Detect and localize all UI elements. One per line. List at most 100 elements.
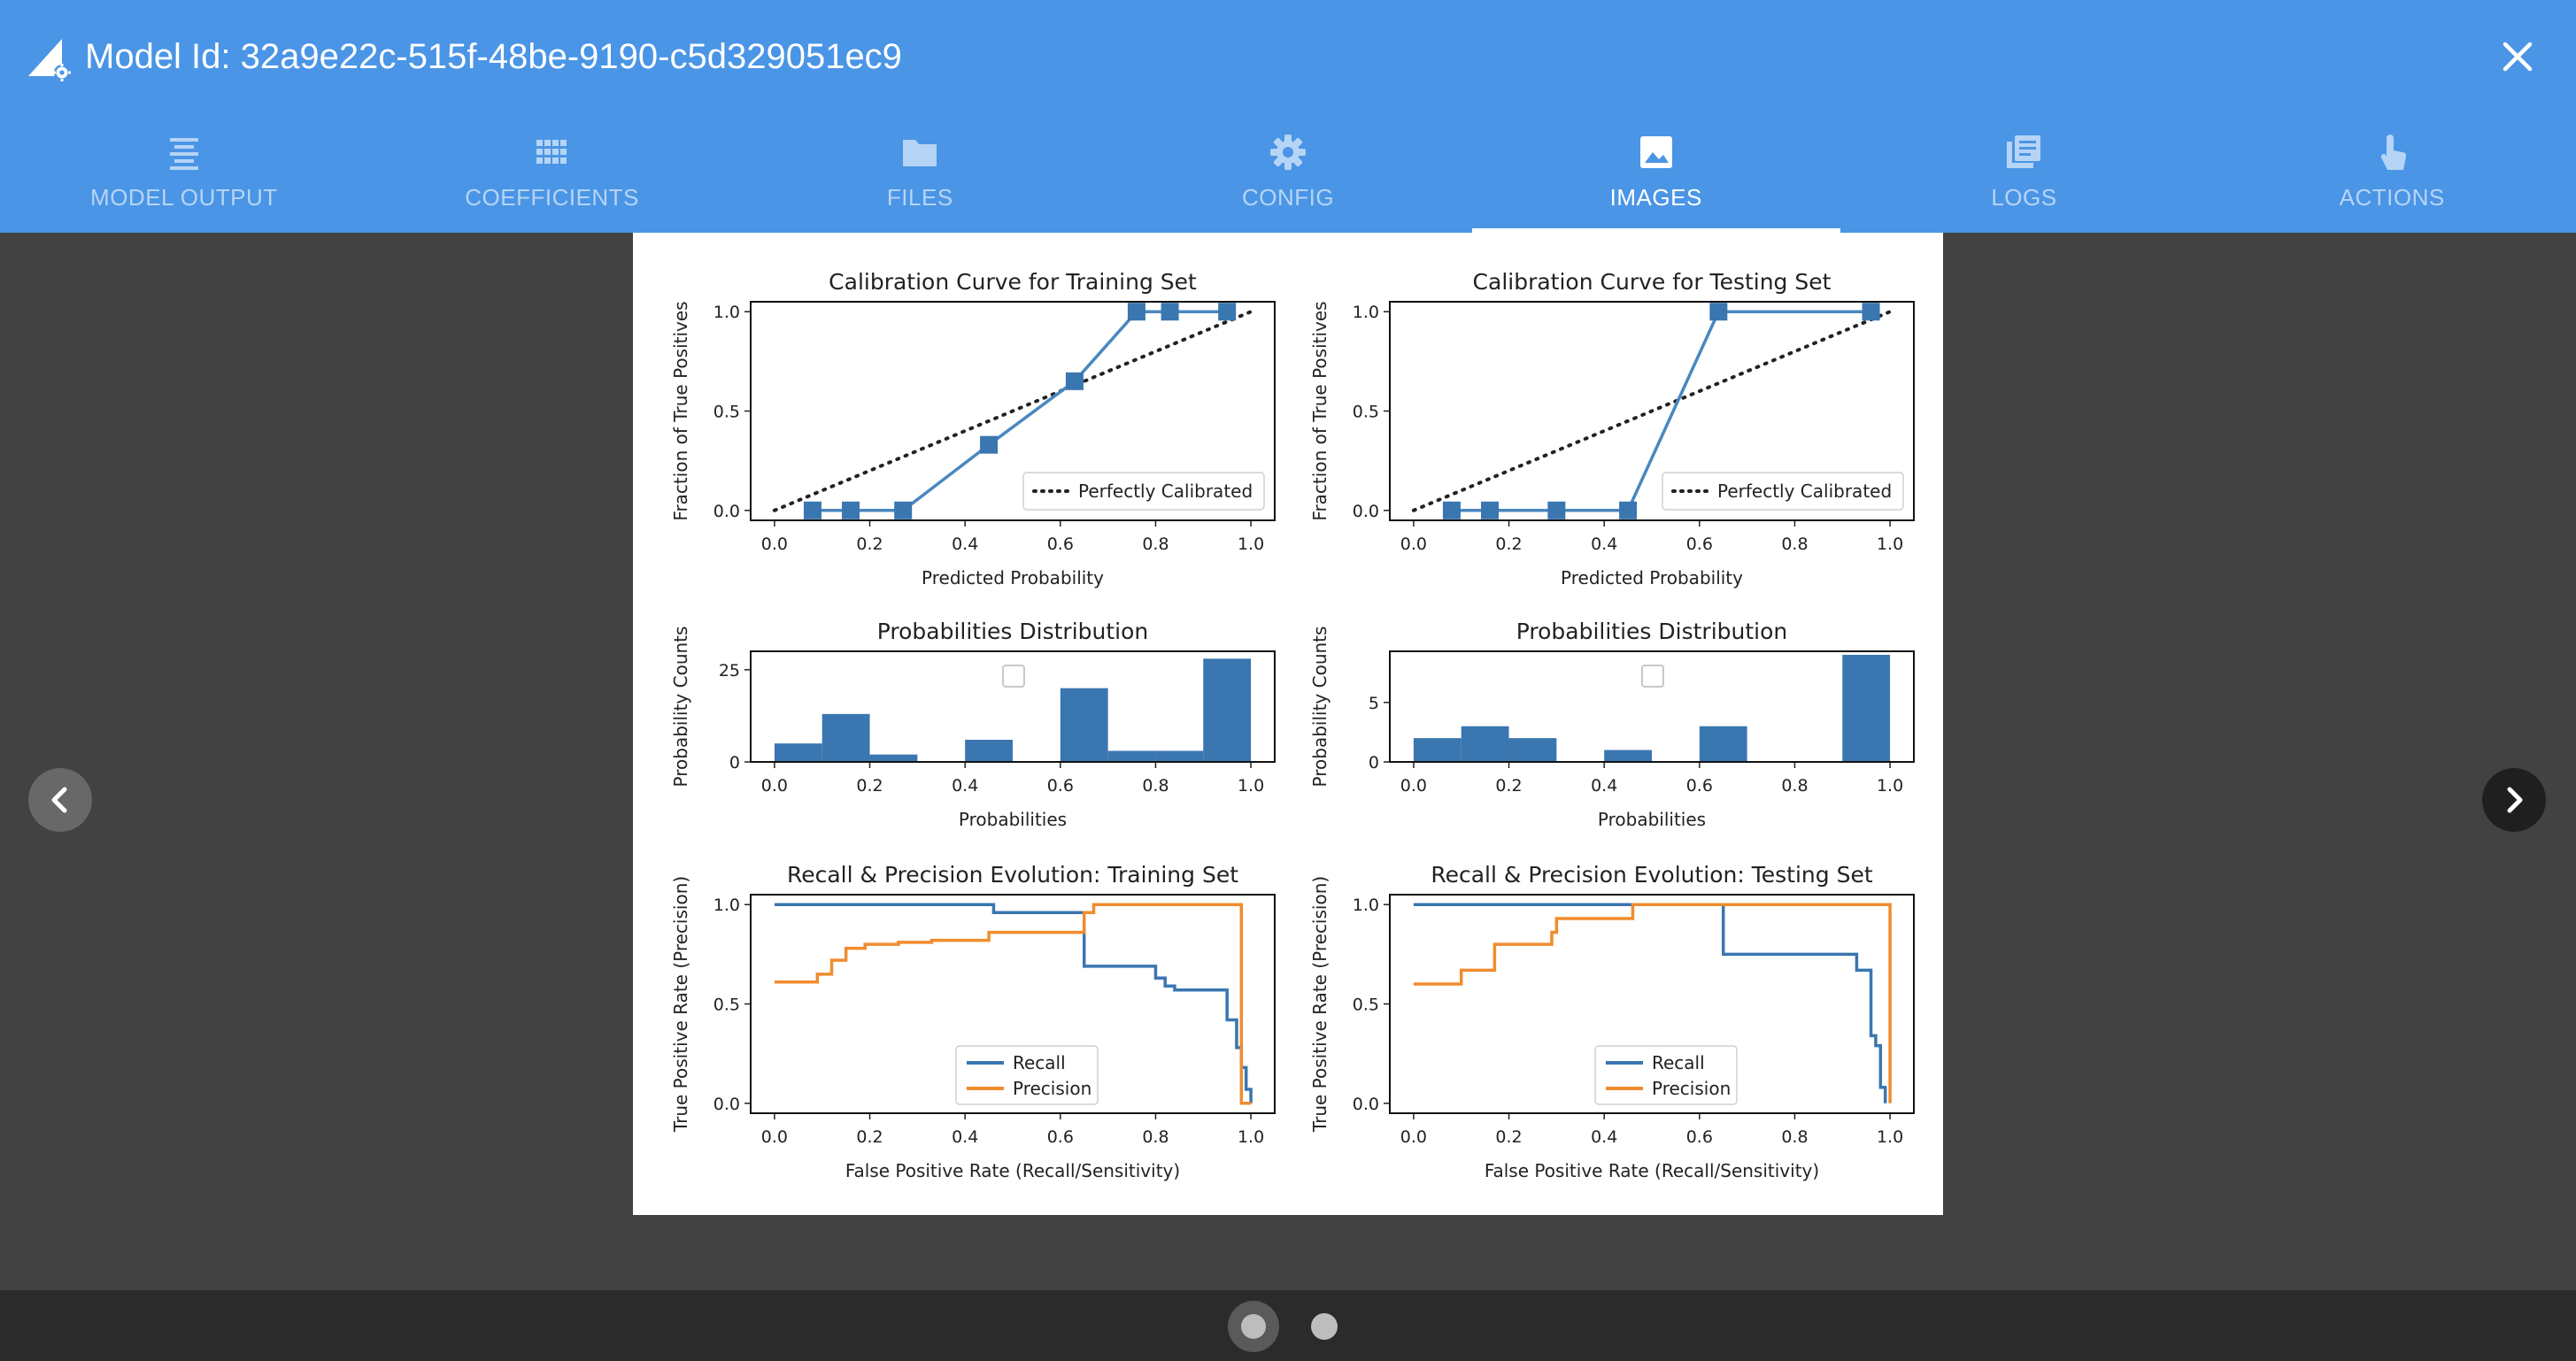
series-line-recall: [1413, 903, 1887, 1103]
y-tick-label: 0.5: [713, 996, 740, 1015]
x-axis-label: Predicted Probability: [922, 567, 1104, 588]
chart-title: Probabilities Distribution: [1516, 619, 1788, 644]
x-tick-label: 0.2: [1495, 1127, 1522, 1147]
histogram-bar: [1842, 655, 1891, 762]
x-tick-label: 0.4: [952, 776, 978, 796]
y-tick-label: 0.5: [1353, 403, 1379, 422]
grid-icon: [536, 140, 567, 164]
tab-actions[interactable]: ACTIONS: [2208, 111, 2576, 233]
chart-panel-1: Calibration Curve for Training Set Predic…: [670, 269, 1276, 588]
series-point: [1619, 501, 1638, 519]
x-tick-label: 0.8: [1781, 1127, 1808, 1147]
x-tick-label: 0.2: [856, 534, 883, 554]
histogram-bar: [821, 713, 870, 762]
y-tick-label: 5: [1369, 694, 1379, 713]
legend-label: Recall: [1652, 1052, 1705, 1073]
x-tick-label: 0.4: [952, 1127, 978, 1147]
x-tick-label: 1.0: [1238, 776, 1264, 796]
app-bar: Model Id: 32a9e22c-515f-48be-9190-c5d329…: [0, 0, 2576, 233]
x-axis-label: False Positive Rate (Recall/Sensitivity): [1485, 1160, 1819, 1181]
tab-coefficients[interactable]: COEFFICIENTS: [368, 111, 737, 233]
chevron-left-icon: [51, 787, 67, 813]
model-evaluation-figure: Calibration Curve for Training Set Predic…: [670, 269, 1915, 1181]
tab-label: ACTIONS: [2339, 184, 2445, 211]
y-tick-label: 1.0: [1353, 303, 1379, 322]
x-tick-label: 0.2: [1495, 534, 1522, 554]
legend-label: Precision: [1013, 1078, 1091, 1099]
series-point: [1218, 303, 1237, 321]
series-point: [1709, 303, 1728, 321]
histogram-bar: [1699, 726, 1747, 762]
x-tick-label: 0.8: [1142, 776, 1168, 796]
plot-frame: [750, 894, 1276, 1114]
series-point: [1065, 372, 1084, 390]
chart-title: Probabilities Distribution: [877, 619, 1149, 644]
x-tick-label: 0.4: [1591, 1127, 1617, 1147]
wand-gear-icon: [28, 39, 71, 81]
histogram-bar: [965, 740, 1013, 762]
page-title: Model Id: 32a9e22c-515f-48be-9190-c5d329…: [85, 37, 902, 76]
series-point: [894, 501, 913, 519]
y-tick-label: 1.0: [1353, 896, 1379, 915]
title-row: Model Id: 32a9e22c-515f-48be-9190-c5d329…: [0, 0, 2576, 111]
series-point: [980, 435, 999, 454]
x-axis-label: Predicted Probability: [1561, 567, 1743, 588]
x-tick-label: 0.2: [1495, 776, 1522, 796]
carousel-next-button[interactable]: [2482, 768, 2546, 832]
y-tick-label: 0: [729, 753, 740, 773]
tab-config[interactable]: CONFIG: [1104, 111, 1472, 233]
plot-frame: [750, 650, 1276, 763]
logs-icon: [2007, 135, 2041, 168]
histogram-bar: [1413, 738, 1462, 762]
carousel-dot-2[interactable]: [1311, 1313, 1338, 1340]
x-tick-label: 0.0: [1400, 534, 1427, 554]
x-tick-label: 0.6: [1686, 776, 1713, 796]
x-tick-label: 0.2: [856, 776, 883, 796]
x-axis-label: Probabilities: [959, 809, 1067, 830]
series-point: [1547, 501, 1566, 519]
y-tick-label: 0.5: [713, 403, 740, 422]
x-tick-label: 0.4: [952, 534, 978, 554]
close-icon[interactable]: [2495, 34, 2541, 80]
tab-label: MODEL OUTPUT: [90, 184, 278, 211]
histogram-bar: [1155, 750, 1204, 762]
x-tick-label: 0.8: [1142, 534, 1168, 554]
histogram-bar: [1107, 750, 1156, 762]
x-tick-label: 0.0: [761, 1127, 788, 1147]
chart-title: Recall & Precision Evolution: Training S…: [787, 862, 1238, 888]
carousel-prev-button[interactable]: [28, 768, 92, 832]
carousel-slide-image: Calibration Curve for Training Set Predic…: [633, 233, 1943, 1215]
tab-label: IMAGES: [1609, 184, 1702, 211]
tab-label: CONFIG: [1241, 184, 1335, 211]
tab-files[interactable]: FILES: [736, 111, 1104, 233]
x-tick-label: 1.0: [1238, 534, 1264, 554]
series-line-perfectly-calibrated: [772, 310, 1253, 512]
x-tick-label: 1.0: [1238, 1127, 1264, 1147]
x-tick-label: 0.6: [1686, 1127, 1713, 1147]
series-line-perfectly-calibrated: [1411, 310, 1893, 512]
gear-icon: [1270, 135, 1307, 170]
text-lines-icon: [169, 138, 198, 170]
series-point: [1862, 303, 1880, 321]
x-tick-label: 0.8: [1781, 534, 1808, 554]
tab-logs[interactable]: LOGS: [1840, 111, 2209, 233]
tab-model-output[interactable]: MODEL OUTPUT: [0, 111, 368, 233]
tab-images[interactable]: IMAGES: [1471, 111, 1840, 233]
x-tick-label: 1.0: [1877, 534, 1903, 554]
x-tick-label: 0.0: [761, 776, 788, 796]
series-point: [1161, 303, 1179, 321]
tab-label: COEFFICIENTS: [465, 184, 639, 211]
chart-title: Calibration Curve for Training Set: [829, 269, 1197, 295]
x-tick-label: 0.6: [1047, 1127, 1074, 1147]
chevron-right-icon: [2507, 787, 2523, 813]
x-axis-label: False Positive Rate (Recall/Sensitivity): [845, 1160, 1180, 1181]
plot-frame: [750, 301, 1276, 521]
x-tick-label: 0.6: [1047, 776, 1074, 796]
carousel-dot-1-active[interactable]: [1228, 1301, 1279, 1352]
y-tick-label: 25: [719, 661, 740, 680]
x-tick-label: 0.0: [1400, 776, 1427, 796]
y-tick-label: 0.0: [713, 1095, 740, 1114]
legend-label: Perfectly Calibrated: [1078, 481, 1253, 502]
series-point: [1127, 303, 1145, 321]
